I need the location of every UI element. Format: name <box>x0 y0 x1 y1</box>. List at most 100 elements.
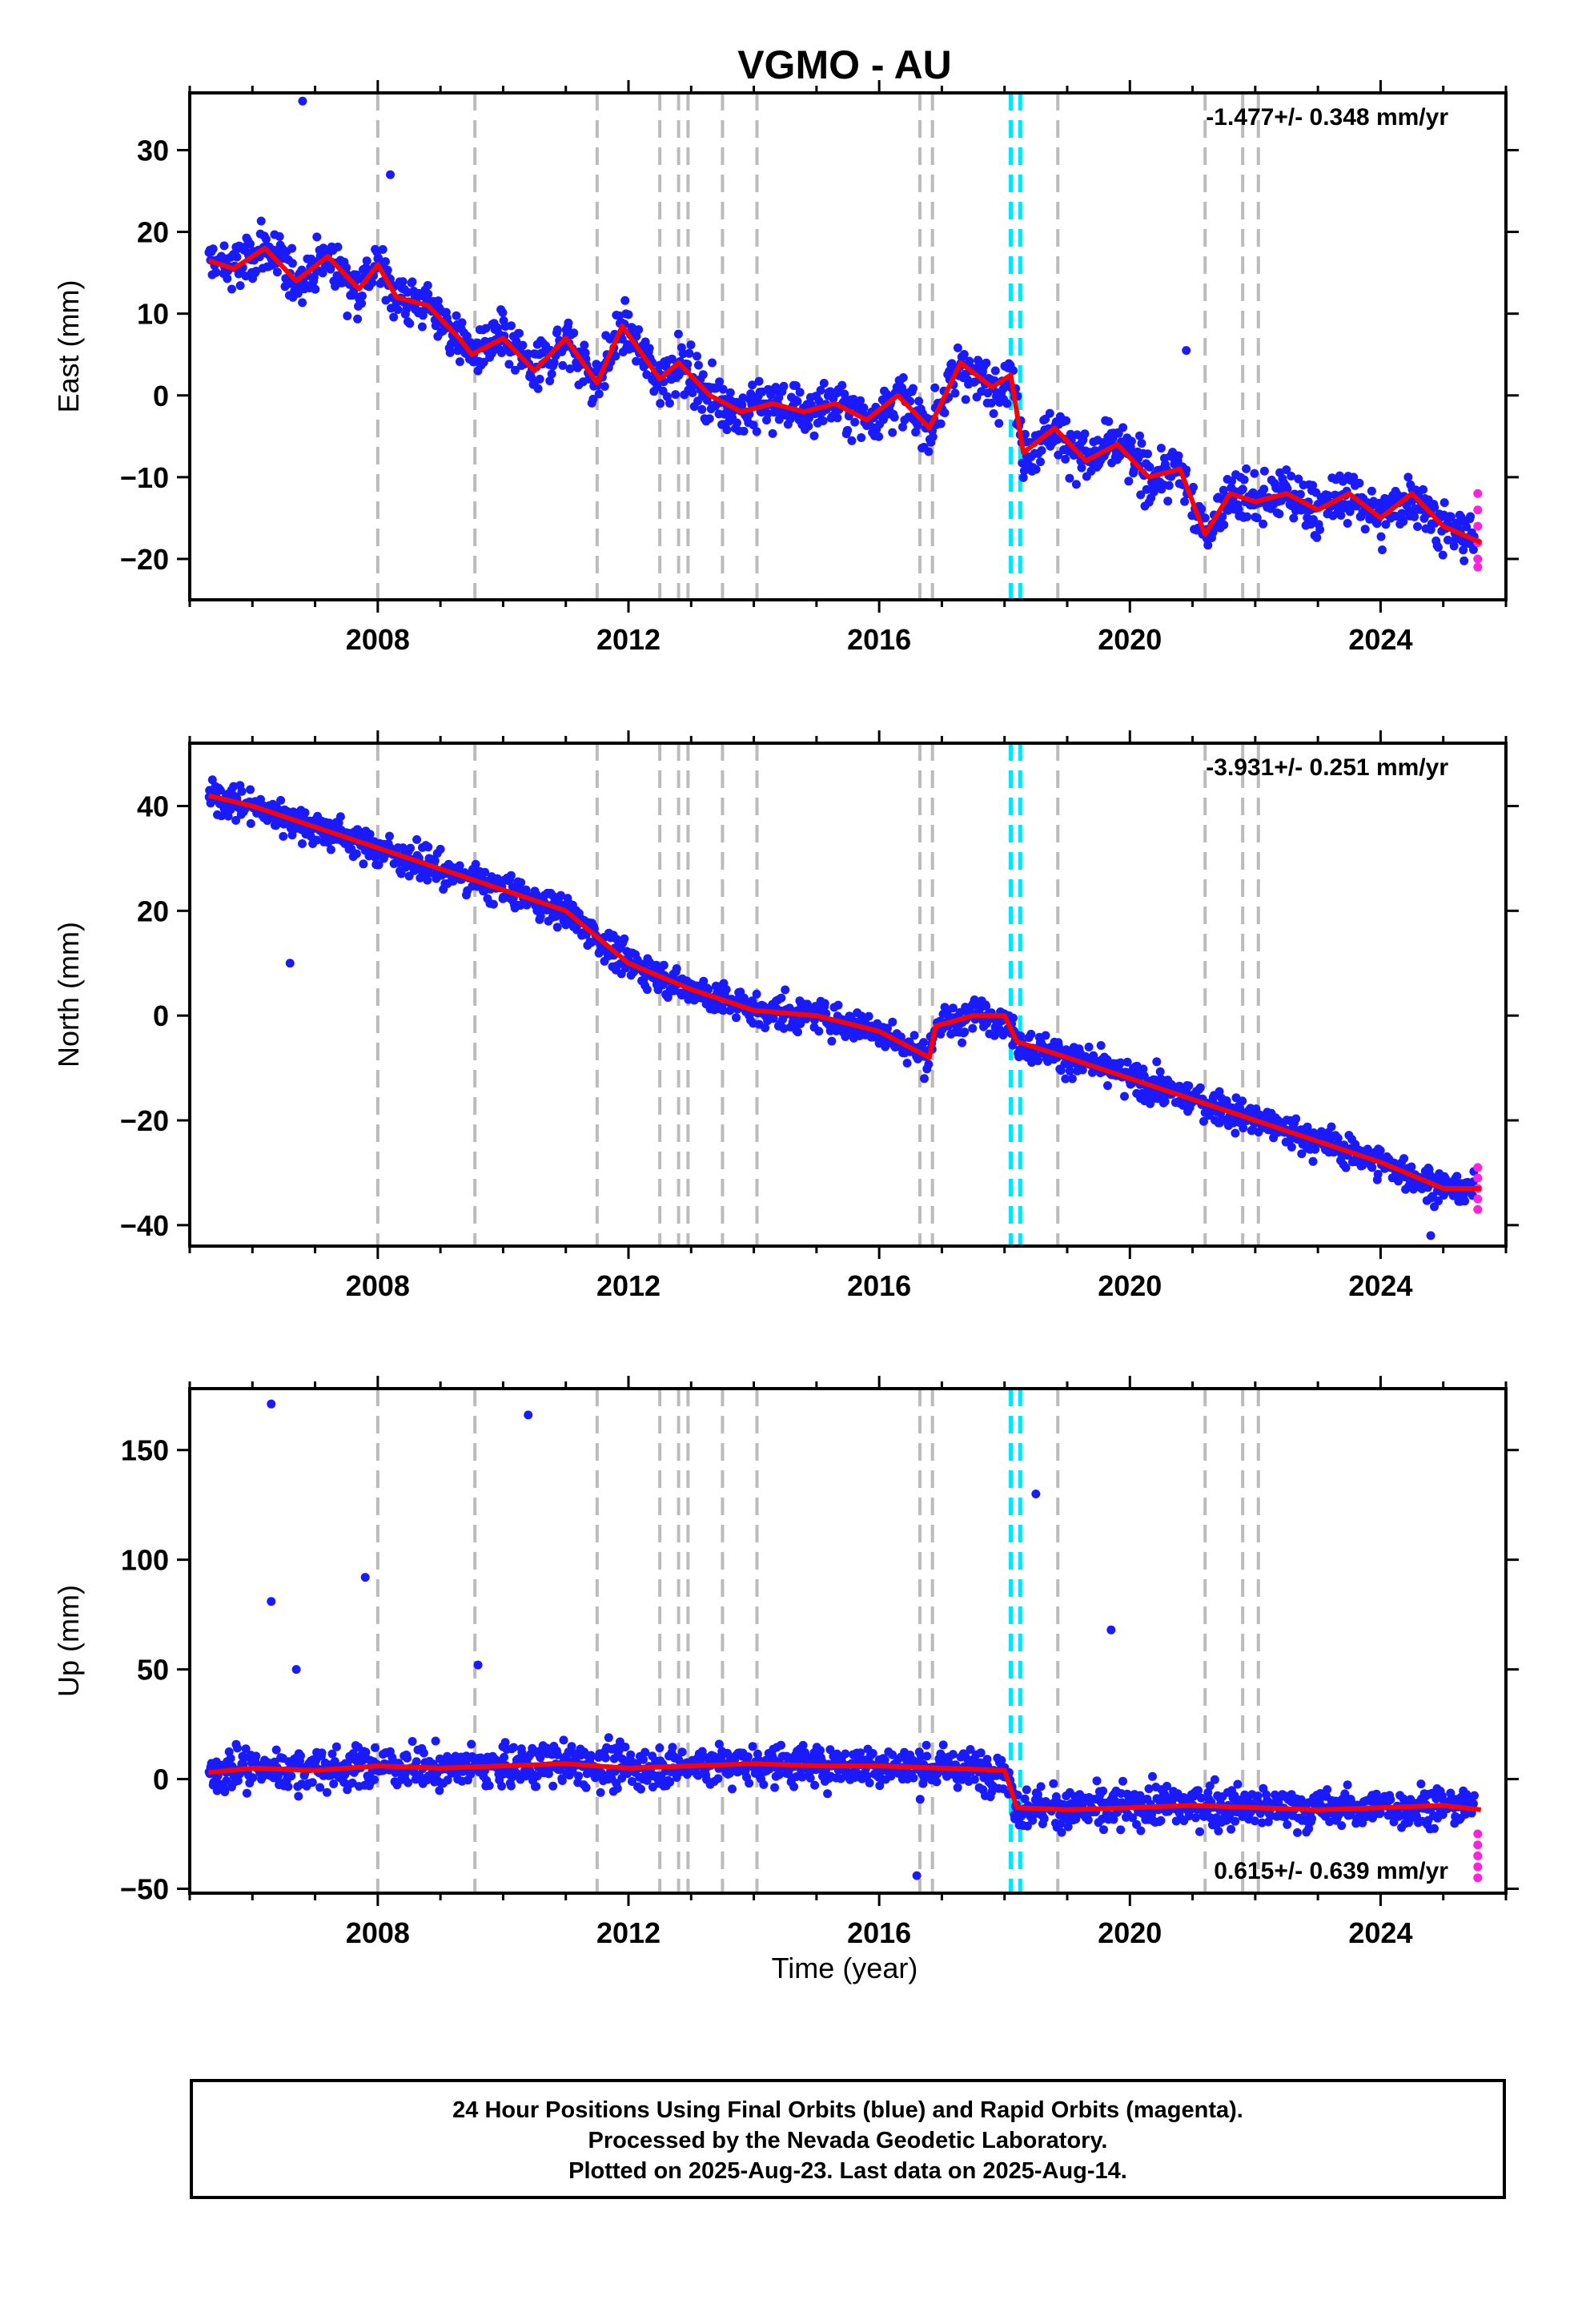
final-orbit-point <box>568 1748 578 1758</box>
final-orbit-point <box>961 395 970 404</box>
final-orbit-point <box>588 394 598 404</box>
final-orbit-point <box>262 235 271 244</box>
final-orbit-point <box>1282 465 1291 475</box>
final-orbit-point <box>970 1775 979 1784</box>
final-orbit-point <box>1109 1815 1118 1824</box>
final-orbit-point <box>307 1778 317 1787</box>
final-orbit-point <box>1250 1816 1259 1826</box>
final-orbit-point <box>982 1755 992 1764</box>
y-tick-label: 50 <box>137 1654 169 1687</box>
final-orbit-point <box>378 245 387 254</box>
final-orbit-point <box>1378 545 1387 555</box>
final-orbit-point <box>357 299 367 308</box>
final-orbit-point <box>976 1748 986 1758</box>
final-orbit-point <box>659 960 669 970</box>
final-orbit-point <box>600 382 609 391</box>
final-orbit-point <box>665 399 674 408</box>
final-orbit-point <box>1381 520 1391 529</box>
final-orbit-point <box>1148 1771 1157 1781</box>
final-orbit-point <box>1189 482 1198 492</box>
final-orbit-point <box>671 390 681 400</box>
final-orbit-point <box>424 842 433 852</box>
final-orbit-point <box>1375 1146 1385 1156</box>
final-orbit-point <box>1336 511 1346 520</box>
final-orbit-point <box>1312 533 1322 542</box>
final-orbit-point <box>1386 1795 1395 1804</box>
final-orbit-point <box>997 1755 1006 1765</box>
y-tick-label: 10 <box>137 298 169 331</box>
final-orbit-point <box>804 421 813 431</box>
final-orbit-point <box>362 256 371 266</box>
final-orbit-point <box>1250 468 1259 478</box>
final-orbit-point <box>1327 1122 1336 1132</box>
y-tick-label: 100 <box>121 1544 169 1577</box>
final-orbit-point <box>559 1735 568 1745</box>
final-orbit-point <box>331 282 340 291</box>
final-orbit-point <box>655 1743 665 1753</box>
final-orbit-point <box>1180 497 1190 506</box>
final-orbit-point <box>207 775 217 785</box>
final-orbit-point <box>347 1778 357 1787</box>
final-orbit-point <box>1063 1822 1073 1831</box>
final-orbit-point <box>484 1781 494 1791</box>
final-orbit-point <box>1407 1162 1416 1172</box>
final-orbit-point <box>1116 1825 1126 1835</box>
final-orbit-point <box>705 414 714 424</box>
final-orbit-point <box>385 831 394 841</box>
final-orbit-point <box>1434 1196 1443 1206</box>
final-orbit-point <box>1145 462 1154 472</box>
final-orbit-point <box>673 329 683 339</box>
y-tick-label: 150 <box>121 1434 169 1467</box>
final-orbit-point <box>515 328 524 338</box>
final-orbit-point <box>1399 517 1408 526</box>
final-orbit-point <box>343 312 352 320</box>
final-orbit-point <box>1089 1051 1098 1060</box>
final-orbit-point <box>1118 423 1128 432</box>
final-orbit-point <box>856 396 865 405</box>
final-orbit-point <box>580 340 589 350</box>
final-orbit-point <box>353 314 363 324</box>
final-orbit-point <box>1137 439 1146 448</box>
final-orbit-point <box>714 1739 724 1749</box>
final-orbit-point <box>335 812 345 822</box>
figure-title: VGMO - AU <box>737 42 952 87</box>
final-orbit-point <box>958 1038 967 1047</box>
final-orbit-point <box>909 384 917 393</box>
final-orbit-point <box>315 1783 325 1792</box>
final-orbit-point <box>287 1771 296 1781</box>
final-orbit-point <box>920 1074 929 1084</box>
x-tick-label: 2012 <box>596 1916 661 1949</box>
final-orbit-point <box>1152 1057 1162 1067</box>
final-orbit-point <box>665 1777 675 1787</box>
final-orbit-point <box>233 1743 242 1753</box>
final-orbit-point <box>383 265 392 275</box>
final-orbit-point <box>919 1038 929 1047</box>
outlier-point <box>473 1660 483 1670</box>
final-orbit-point <box>435 1786 444 1795</box>
final-orbit-point <box>556 891 565 900</box>
final-orbit-point <box>1275 509 1284 519</box>
final-orbit-point <box>524 349 532 359</box>
final-orbit-point <box>694 360 703 370</box>
final-orbit-point <box>300 808 310 818</box>
final-orbit-point <box>721 985 731 995</box>
final-orbit-point <box>1252 513 1262 523</box>
final-orbit-point <box>1136 490 1146 500</box>
final-orbit-point <box>276 795 286 805</box>
final-orbit-point <box>1399 1154 1409 1164</box>
final-orbit-point <box>517 1748 527 1757</box>
final-orbit-point <box>1083 1815 1093 1825</box>
final-orbit-point <box>759 1779 769 1789</box>
final-orbit-point <box>779 381 789 391</box>
final-orbit-point <box>677 1747 687 1757</box>
final-orbit-point <box>500 1738 510 1747</box>
final-orbit-point <box>224 1747 234 1756</box>
final-orbit-point <box>1234 505 1243 514</box>
final-orbit-point <box>1360 525 1370 534</box>
rapid-orbit-point <box>1473 489 1483 498</box>
final-orbit-point <box>1399 1794 1408 1803</box>
x-tick-label: 2008 <box>346 1269 410 1302</box>
final-orbit-point <box>279 831 288 841</box>
final-orbit-point <box>1294 474 1303 484</box>
